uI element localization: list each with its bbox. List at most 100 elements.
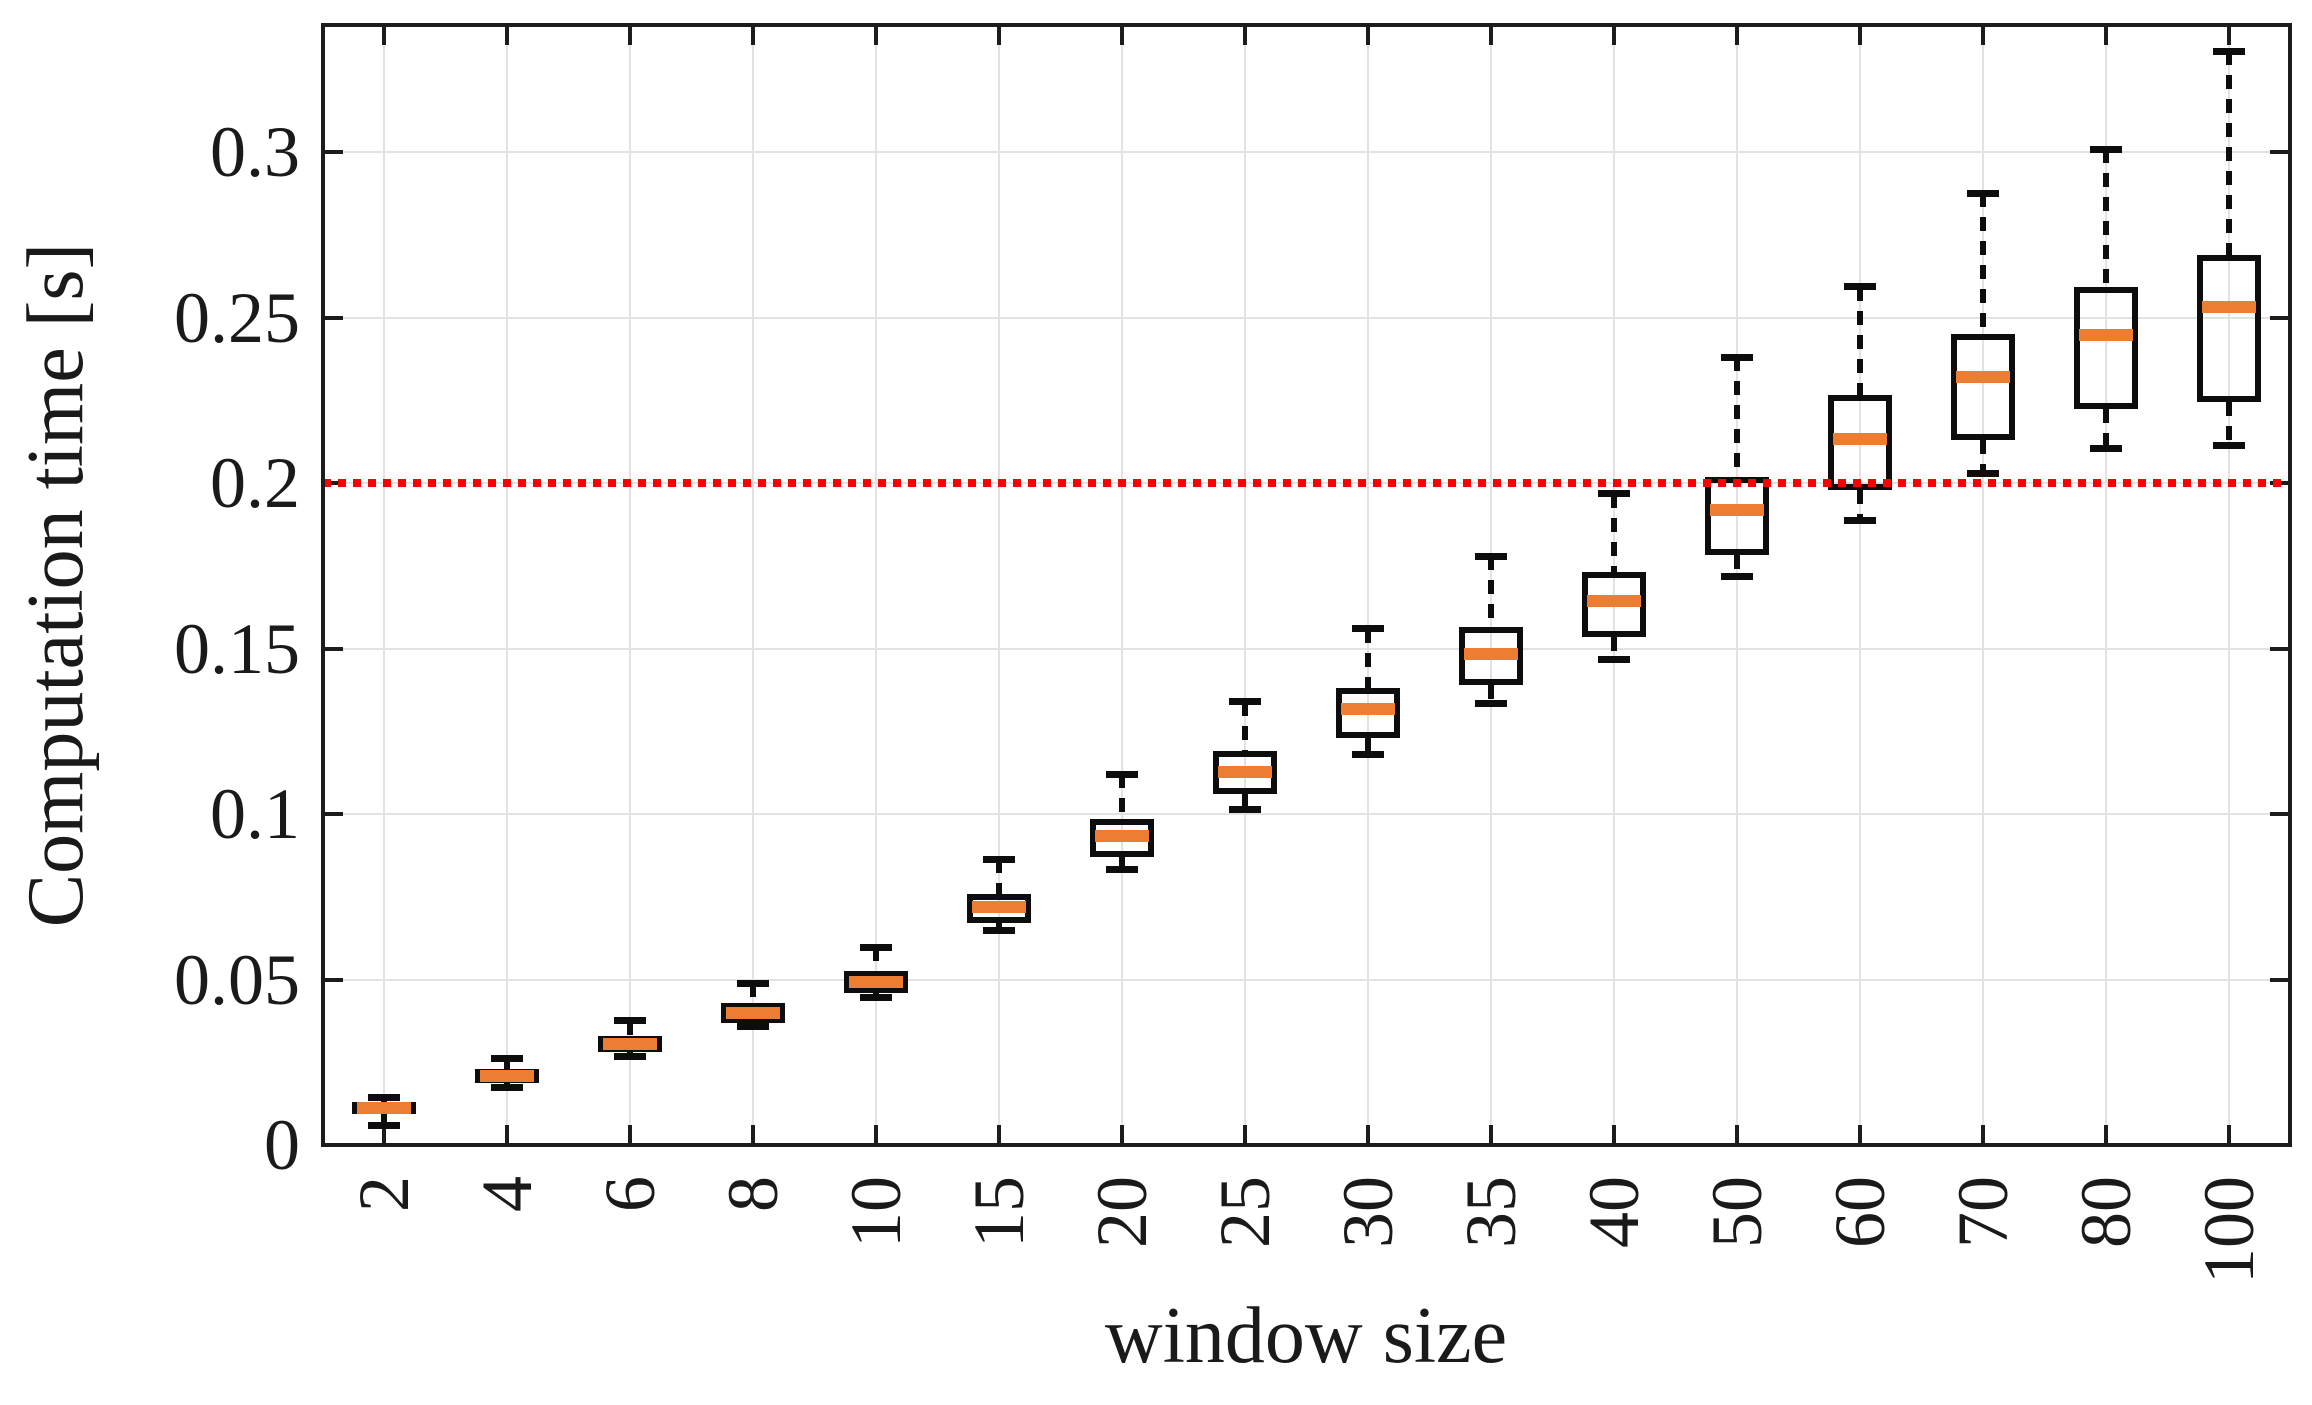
y-tick-label-0.1: 0.1: [210, 774, 300, 855]
iqr-box-20: [1090, 819, 1155, 858]
x-gridline-4: [506, 25, 509, 1145]
iqr-box-15: [967, 894, 1032, 923]
x-tick-top-30: [1365, 25, 1370, 45]
upper-whisker-60: [1856, 286, 1863, 395]
iqr-box-70: [1950, 334, 2015, 440]
x-tick-bottom-20: [1120, 1125, 1125, 1145]
upper-whisker-4: [504, 1058, 511, 1069]
lower-whisker-50: [1733, 555, 1740, 577]
median-line-8: [726, 1006, 781, 1019]
x-tick-bottom-10: [874, 1125, 879, 1145]
median-line-60: [1832, 432, 1887, 445]
x-gridline-70: [1981, 25, 1984, 1145]
median-line-4: [480, 1070, 535, 1083]
upper-whisker-30: [1364, 628, 1371, 689]
lower-whisker-cap-70: [1966, 469, 1999, 477]
upper-whisker-6: [627, 1020, 634, 1037]
x-tick-label-70: 70: [1942, 1176, 2023, 1248]
y-gridline-0.25: [323, 316, 2290, 319]
x-gridline-6: [629, 25, 632, 1145]
upper-whisker-cap-15: [983, 855, 1016, 863]
y-tick-right-0.25: [2270, 315, 2290, 320]
x-tick-bottom-25: [1243, 1125, 1248, 1145]
lower-whisker-cap-35: [1474, 699, 1507, 707]
x-tick-bottom-50: [1734, 1125, 1739, 1145]
x-tick-top-70: [1980, 25, 1985, 45]
iqr-box-80: [2073, 287, 2138, 410]
median-line-35: [1463, 647, 1518, 660]
median-line-6: [603, 1037, 658, 1050]
x-tick-label-100: 100: [2188, 1176, 2269, 1284]
upper-whisker-cap-100: [2212, 47, 2245, 55]
x-gridline-40: [1612, 25, 1615, 1145]
x-tick-top-35: [1488, 25, 1493, 45]
x-gridline-50: [1735, 25, 1738, 1145]
lower-whisker-20: [1119, 857, 1126, 870]
upper-whisker-100: [2225, 51, 2232, 255]
x-gridline-8: [752, 25, 755, 1145]
lower-whisker-35: [1487, 685, 1494, 704]
y-gridline-0.05: [323, 978, 2290, 981]
iqr-box-30: [1335, 688, 1400, 739]
x-tick-bottom-30: [1365, 1125, 1370, 1145]
upper-whisker-50: [1733, 357, 1740, 477]
x-tick-label-40: 40: [1573, 1176, 1654, 1248]
x-gridline-30: [1366, 25, 1369, 1145]
upper-whisker-35: [1487, 556, 1494, 628]
x-tick-top-50: [1734, 25, 1739, 45]
lower-whisker-cap-4: [491, 1083, 524, 1091]
x-tick-label-60: 60: [1819, 1176, 1900, 1248]
lower-whisker-cap-50: [1720, 573, 1753, 581]
x-tick-bottom-35: [1488, 1125, 1493, 1145]
x-gridline-60: [1858, 25, 1861, 1145]
upper-whisker-cap-2: [368, 1093, 401, 1101]
x-tick-label-4: 4: [467, 1176, 548, 1212]
x-tick-label-8: 8: [713, 1176, 794, 1212]
x-tick-label-6: 6: [590, 1176, 671, 1212]
lower-whisker-25: [1242, 794, 1249, 810]
x-tick-label-2: 2: [344, 1176, 425, 1212]
x-axis-label: window size: [1104, 1292, 1508, 1380]
median-line-30: [1340, 703, 1395, 716]
lower-whisker-15: [996, 922, 1003, 931]
upper-whisker-cap-25: [1229, 698, 1262, 706]
x-tick-top-2: [382, 25, 387, 45]
iqr-box-10: [844, 970, 909, 994]
y-tick-right-0.1: [2270, 812, 2290, 817]
median-line-100: [2201, 300, 2256, 313]
x-tick-bottom-80: [2103, 1125, 2108, 1145]
x-tick-top-4: [505, 25, 510, 45]
x-tick-top-8: [751, 25, 756, 45]
x-gridline-20: [1121, 25, 1124, 1145]
x-gridline-25: [1244, 25, 1247, 1145]
y-tick-label-0.2: 0.2: [210, 443, 300, 524]
lower-whisker-cap-15: [983, 927, 1016, 935]
iqr-box-100: [2196, 254, 2261, 402]
x-tick-label-30: 30: [1327, 1176, 1408, 1248]
upper-whisker-cap-8: [737, 979, 770, 987]
y-tick-right-0.15: [2270, 646, 2290, 651]
iqr-box-25: [1213, 750, 1278, 795]
iqr-box-8: [721, 1003, 786, 1023]
lower-whisker-cap-6: [614, 1052, 647, 1060]
y-tick-label-0.15: 0.15: [174, 608, 300, 689]
x-tick-label-10: 10: [836, 1176, 917, 1248]
median-line-40: [1586, 595, 1641, 608]
x-tick-bottom-4: [505, 1125, 510, 1145]
x-tick-bottom-70: [1980, 1125, 1985, 1145]
median-line-10: [849, 975, 904, 988]
lower-whisker-cap-8: [737, 1022, 770, 1030]
median-line-2: [357, 1101, 412, 1114]
x-tick-bottom-40: [1611, 1125, 1616, 1145]
upper-whisker-cap-80: [2089, 145, 2122, 153]
x-tick-label-80: 80: [2065, 1176, 2146, 1248]
x-tick-top-15: [997, 25, 1002, 45]
x-tick-bottom-100: [2226, 1125, 2231, 1145]
y-tick-left-0.05: [323, 977, 343, 982]
lower-whisker-cap-10: [860, 993, 893, 1001]
lower-whisker-80: [2102, 409, 2109, 449]
x-tick-label-20: 20: [1082, 1176, 1163, 1248]
y-tick-right-0.05: [2270, 977, 2290, 982]
x-tick-top-80: [2103, 25, 2108, 45]
